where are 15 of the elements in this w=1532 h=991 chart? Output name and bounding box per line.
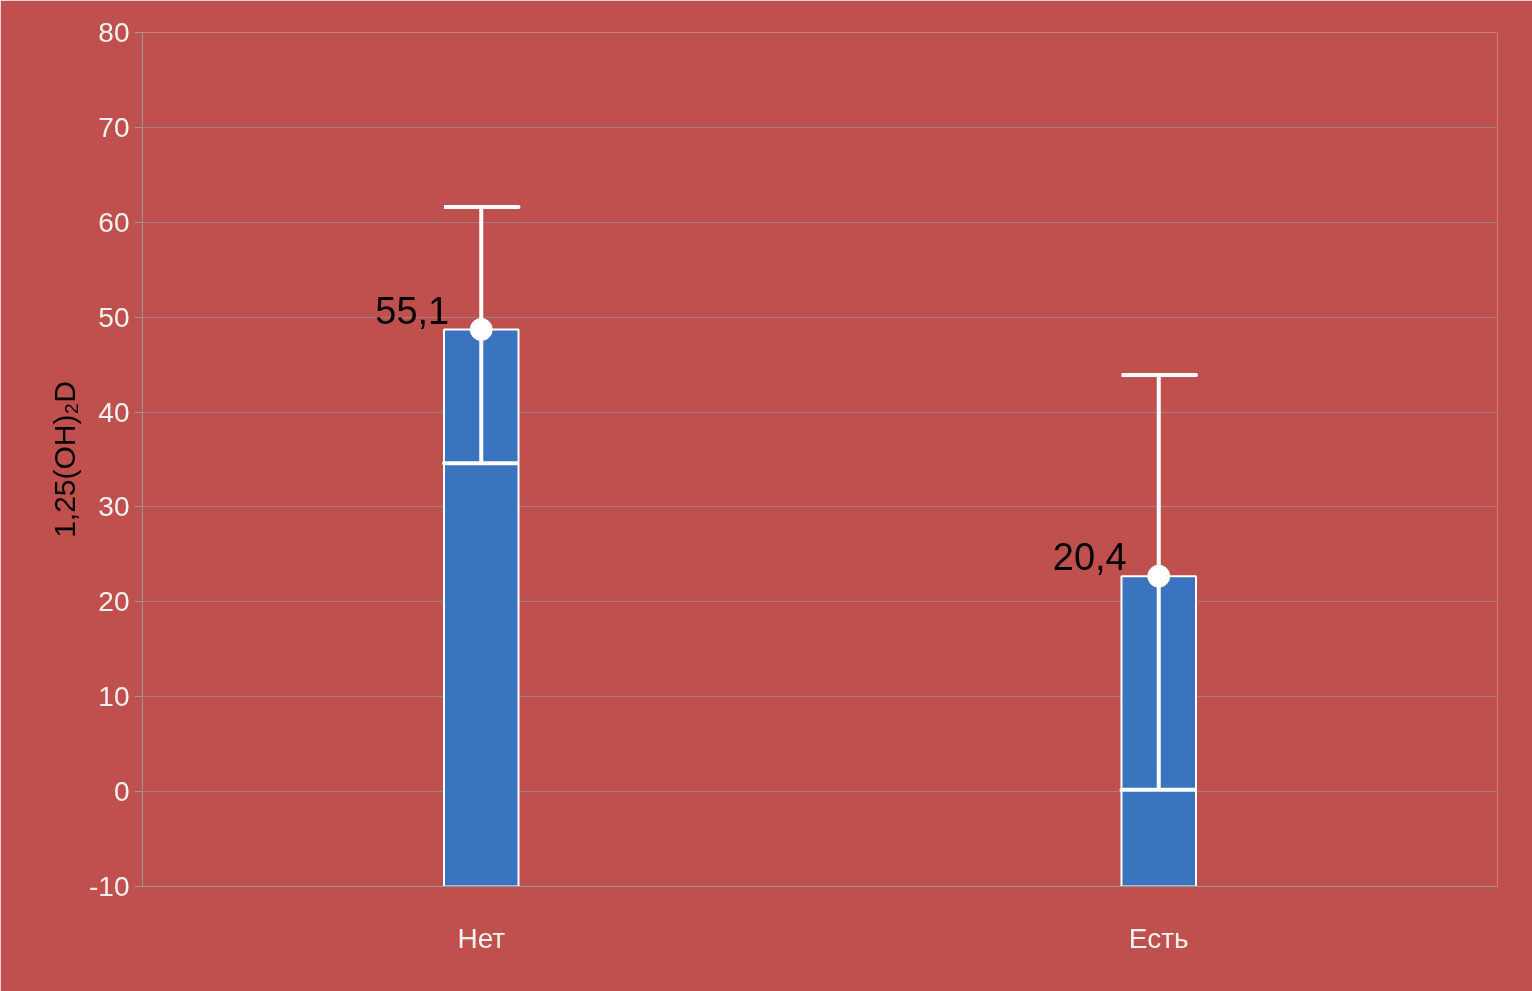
y-tick-label: 70 (98, 111, 130, 143)
y-tick-label: 30 (98, 491, 130, 523)
annotation: 55,1 (375, 289, 450, 332)
y-tick-label: 20 (98, 586, 130, 618)
annotation: 20,4 (1052, 536, 1127, 579)
y-tick-label: -10 (89, 871, 130, 902)
y-tick-label: 80 (98, 17, 130, 48)
x-tick-label: Есть (1128, 922, 1189, 954)
y-tick-label: 40 (98, 396, 130, 428)
y-tick-label: 60 (98, 206, 130, 238)
x-tick-label: Нет (457, 922, 506, 954)
y-tick-label: 10 (98, 681, 130, 713)
y-tick-label: 50 (98, 301, 130, 333)
y-axis-title: 1,25(OH)₂D (48, 381, 82, 538)
y-tick-label: 0 (113, 776, 130, 808)
